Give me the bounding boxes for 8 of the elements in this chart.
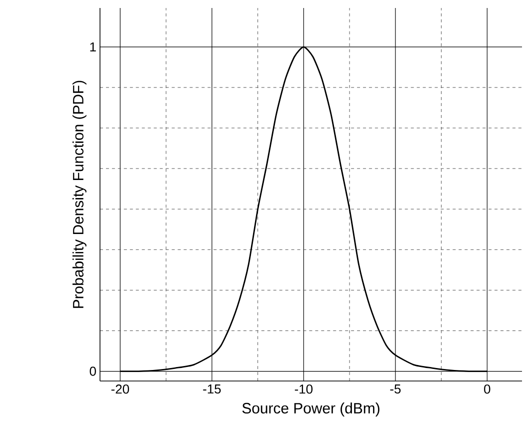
x-tick-label: -5 [390, 384, 401, 394]
x-tick-label: -10 [294, 384, 313, 394]
x-axis-title: Source Power (dBm) [242, 402, 380, 416]
x-tick-label: -15 [203, 384, 221, 394]
x-tick-label: -20 [111, 384, 130, 394]
y-axis-title: Probability Density Function (PDF) [72, 80, 86, 308]
y-tick-label: 1 [90, 42, 96, 52]
x-tick-label: 0 [484, 384, 490, 394]
